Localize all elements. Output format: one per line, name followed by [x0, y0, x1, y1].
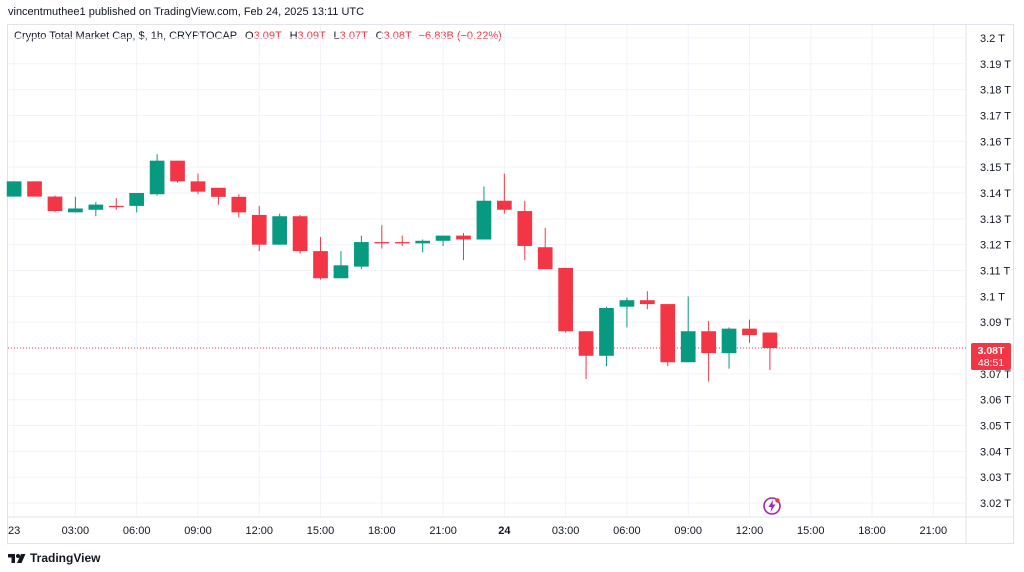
candle-body-up	[129, 192, 145, 206]
candle-body-down	[762, 332, 778, 349]
x-tick-label: 21:00	[429, 525, 457, 537]
y-tick-label: 3.18 T	[980, 85, 1011, 97]
candle-body-down	[394, 242, 410, 244]
x-tick-label: 06:00	[123, 525, 151, 537]
candle-body-down	[251, 214, 267, 245]
x-tick-label: 15:00	[797, 525, 825, 537]
legend-close-value: 3.08T	[383, 30, 412, 42]
current-price-label: 3.08T 48:51	[971, 343, 1011, 370]
candle-body-down	[374, 242, 390, 244]
x-tick-label: 18:00	[368, 525, 396, 537]
y-tick-label: 3.02 T	[980, 498, 1011, 510]
legend-symbol: Crypto Total Market Cap, $, 1h, CRYPTOCA…	[14, 30, 237, 42]
y-tick-label: 3.13 T	[980, 214, 1011, 226]
legend-high-label: H	[289, 30, 298, 42]
candle-body-up	[333, 265, 349, 279]
candle-body-down	[660, 304, 676, 363]
candle-body-up	[149, 160, 165, 195]
candle-countdown: 48:51	[977, 357, 1005, 369]
legend-low-value: 3.07T	[339, 30, 368, 42]
candle-body-up	[354, 242, 369, 267]
candle-body-down	[231, 196, 247, 213]
legend-change: −6.83B (−0.22%)	[418, 30, 502, 42]
legend-low-label: L	[333, 30, 340, 42]
candle-body-up	[599, 307, 614, 356]
y-tick-label: 3.11 T	[980, 266, 1010, 278]
candle-body-down	[27, 181, 42, 197]
y-tick-label: 3.17 T	[980, 110, 1011, 122]
candle-body-up	[619, 300, 635, 307]
current-price-value: 3.08T	[977, 345, 1005, 357]
y-tick-label: 3.12 T	[980, 240, 1011, 252]
tradingview-brand[interactable]: TradingView	[8, 550, 100, 566]
candle-body-down	[517, 211, 533, 246]
x-tick-label: 21:00	[920, 525, 948, 537]
x-tick-label: 15:00	[307, 525, 335, 537]
candle-body-down	[211, 187, 226, 197]
candle-body-down	[313, 251, 328, 279]
y-tick-label: 3.06 T	[980, 395, 1011, 407]
candle-body-up	[68, 208, 83, 213]
lightning-icon[interactable]	[762, 496, 782, 516]
candle-body-down	[742, 328, 757, 336]
candle-body-down	[190, 181, 206, 192]
x-tick-label: 18:00	[858, 525, 886, 537]
x-tick-label: 12:00	[736, 525, 764, 537]
y-tick-label: 3.05 T	[980, 421, 1011, 433]
x-tick-label: 03:00	[62, 525, 90, 537]
candle-body-up	[415, 240, 431, 244]
brand-name: TradingView	[30, 551, 101, 565]
y-tick-label: 3.07 T	[980, 369, 1011, 381]
y-tick-label: 3.03 T	[980, 472, 1011, 484]
candle-body-down	[639, 300, 655, 305]
candle-body-up	[721, 328, 737, 354]
candle-body-down	[292, 216, 308, 252]
candle-body-up	[88, 204, 104, 210]
candle-body-down	[170, 160, 185, 182]
x-tick-label: 24	[498, 525, 511, 537]
y-tick-label: 3.2 T	[980, 33, 1005, 45]
x-tick-label: 09:00	[674, 525, 702, 537]
candle-body-down	[578, 331, 594, 356]
candle-body-up	[435, 235, 451, 241]
candle-body-down	[47, 196, 63, 212]
candle-body-up	[476, 200, 492, 240]
x-tick-label: 23	[8, 525, 20, 537]
candle-body-up	[680, 331, 696, 363]
tradingview-logo-icon	[8, 554, 26, 563]
y-tick-label: 3.16 T	[980, 136, 1011, 148]
publisher-line: vincentmuthee1 published on TradingView.…	[8, 6, 365, 18]
candle-body-up	[272, 216, 288, 245]
candle-body-down	[537, 247, 553, 270]
y-tick-label: 3.09 T	[980, 317, 1011, 329]
legend-open-label: O	[245, 30, 254, 42]
legend-open-value: 3.09T	[253, 30, 282, 42]
candle-body-down	[108, 205, 124, 208]
x-tick-label: 03:00	[552, 525, 580, 537]
y-tick-label: 3.14 T	[980, 188, 1011, 200]
chart-legend: Crypto Total Market Cap, $, 1h, CRYPTOCA…	[14, 30, 502, 42]
legend-high-value: 3.09T	[297, 30, 326, 42]
x-tick-label: 06:00	[613, 525, 641, 537]
legend-close-label: C	[375, 30, 384, 42]
y-tick-label: 3.19 T	[980, 59, 1011, 71]
candle-body-down	[456, 235, 471, 240]
x-tick-label: 12:00	[245, 525, 273, 537]
candle-body-up	[6, 181, 22, 197]
chart-frame	[7, 24, 1014, 544]
candle-body-down	[701, 331, 716, 354]
y-tick-label: 3.1 T	[980, 291, 1005, 303]
y-tick-label: 3.15 T	[980, 162, 1011, 174]
candle-body-down	[497, 200, 512, 210]
candle-body-down	[558, 267, 573, 332]
y-tick-label: 3.04 T	[980, 446, 1011, 458]
x-tick-label: 09:00	[184, 525, 212, 537]
